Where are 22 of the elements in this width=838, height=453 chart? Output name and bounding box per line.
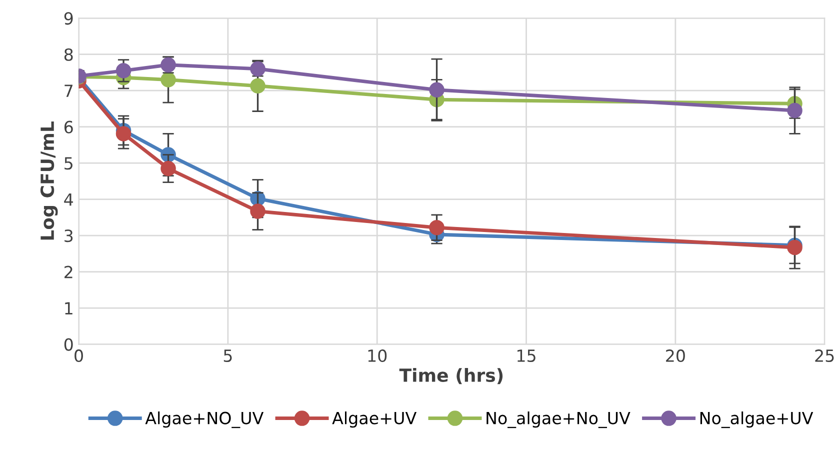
x-tick-label: 0 <box>74 349 83 362</box>
y-tick-label: 0 <box>64 338 73 351</box>
x-tick-label: 5 <box>224 350 232 362</box>
y-tick-label: 2 <box>64 266 72 278</box>
y-axis-title: Log CFU/mL <box>40 122 58 240</box>
legend-label: No_algae+UV <box>700 411 814 428</box>
legend-label: No_algae+No_UV <box>486 411 630 428</box>
y-tick-label: 6 <box>64 120 73 134</box>
x-tick-label: 15 <box>517 350 536 362</box>
x-tick-label: 25 <box>815 349 834 362</box>
y-tick-label: 8 <box>64 48 73 61</box>
y-tick-label: 9 <box>64 12 73 25</box>
y-tick-label: 5 <box>64 157 72 170</box>
x-axis-title: Time (hrs) <box>399 368 503 384</box>
y-tick-label: 1 <box>65 302 72 314</box>
y-tick-label: 3 <box>64 230 73 242</box>
y-tick-label: 7 <box>64 84 72 97</box>
x-tick-label: 20 <box>666 349 685 362</box>
legend-label: Algae+NO_UV <box>145 411 264 428</box>
x-tick-label: 10 <box>368 349 387 362</box>
legend-label: Algae+UV <box>332 411 417 428</box>
y-tick-label: 4 <box>64 194 73 206</box>
